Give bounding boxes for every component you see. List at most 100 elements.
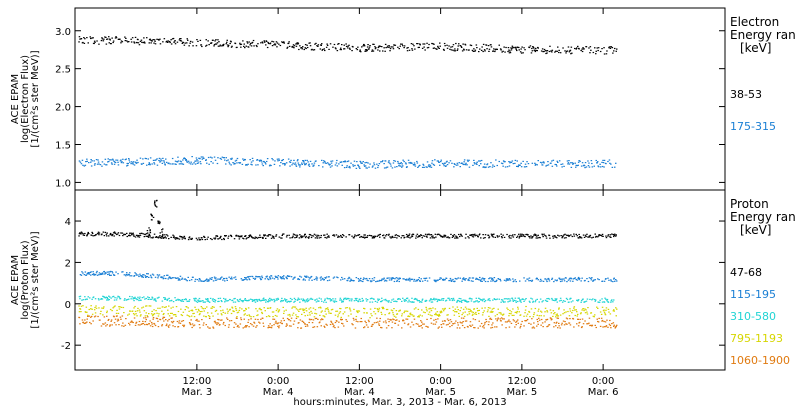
data-point [295,164,297,166]
data-point [221,45,223,47]
data-point [103,296,106,298]
data-point [434,313,436,316]
data-point [356,297,358,300]
data-point [499,318,501,320]
data-point [610,163,612,165]
data-point [597,165,599,167]
data-point [377,165,380,167]
data-point [190,309,192,312]
data-point [413,315,415,317]
data-point [109,308,112,311]
data-point [301,162,303,164]
data-point [473,159,475,161]
data-point [479,279,481,281]
data-point [472,236,475,238]
data-point [307,164,310,166]
data-point [277,297,279,299]
data-point [153,163,156,165]
data-point [144,233,147,235]
data-point [544,321,546,323]
data-point [481,314,484,316]
data-point [148,236,150,238]
data-point [557,327,559,329]
data-point [519,314,522,316]
data-point [126,232,128,234]
data-point [574,47,576,50]
data-point [229,40,232,42]
data-point [239,162,242,164]
data-point [536,50,538,52]
data-point [187,315,190,317]
data-point [148,227,150,229]
data-point [541,322,544,324]
data-point [566,318,569,320]
data-point [190,315,193,317]
data-point [142,233,145,235]
data-point [594,47,596,49]
data-point [281,41,283,43]
data-point [214,301,216,303]
data-point [315,42,317,44]
data-point [404,162,407,164]
data-point [260,159,263,161]
data-point [345,236,347,238]
data-point [186,38,188,40]
data-point [164,164,166,166]
data-point [96,274,99,276]
data-point [197,308,200,310]
data-point [406,50,409,52]
data-point [454,48,456,50]
data-point [287,314,289,316]
data-point [471,277,474,279]
data-point [349,167,351,169]
data-point [84,271,87,273]
data-point [288,45,291,47]
data-point [379,45,381,47]
data-point [393,315,396,317]
data-point [145,305,147,307]
data-point [234,163,236,165]
data-point [106,164,108,166]
data-point [278,327,280,329]
data-point [599,50,602,53]
data-point [474,319,477,321]
data-point [364,162,366,164]
data-point [508,165,511,167]
data-point [489,277,491,279]
data-point [518,233,520,235]
data-point [276,42,279,44]
data-point [217,39,219,41]
data-point [290,325,292,327]
data-point [563,165,565,167]
data-point [442,298,445,300]
data-point [308,165,311,167]
data-point [129,324,131,326]
data-point [374,235,377,238]
data-point [241,308,243,310]
data-point [431,301,434,303]
data-point [599,299,601,301]
data-point [511,45,514,47]
data-point [350,298,352,300]
data-point [304,325,307,327]
data-point [545,279,548,281]
data-point [108,295,110,297]
data-point [467,279,469,281]
data-point [535,234,537,236]
data-point [256,276,258,278]
data-point [490,46,493,48]
data-point [296,234,299,236]
data-point [104,273,106,275]
data-point [303,321,305,324]
data-point [308,236,310,238]
data-point [464,311,466,313]
data-point [578,279,580,281]
data-point [576,323,578,325]
data-point [152,236,154,238]
data-point [403,310,406,312]
data-point [168,297,170,299]
data-point [199,313,201,315]
data-point [204,236,206,238]
data-point [263,40,265,42]
data-point [592,298,594,300]
